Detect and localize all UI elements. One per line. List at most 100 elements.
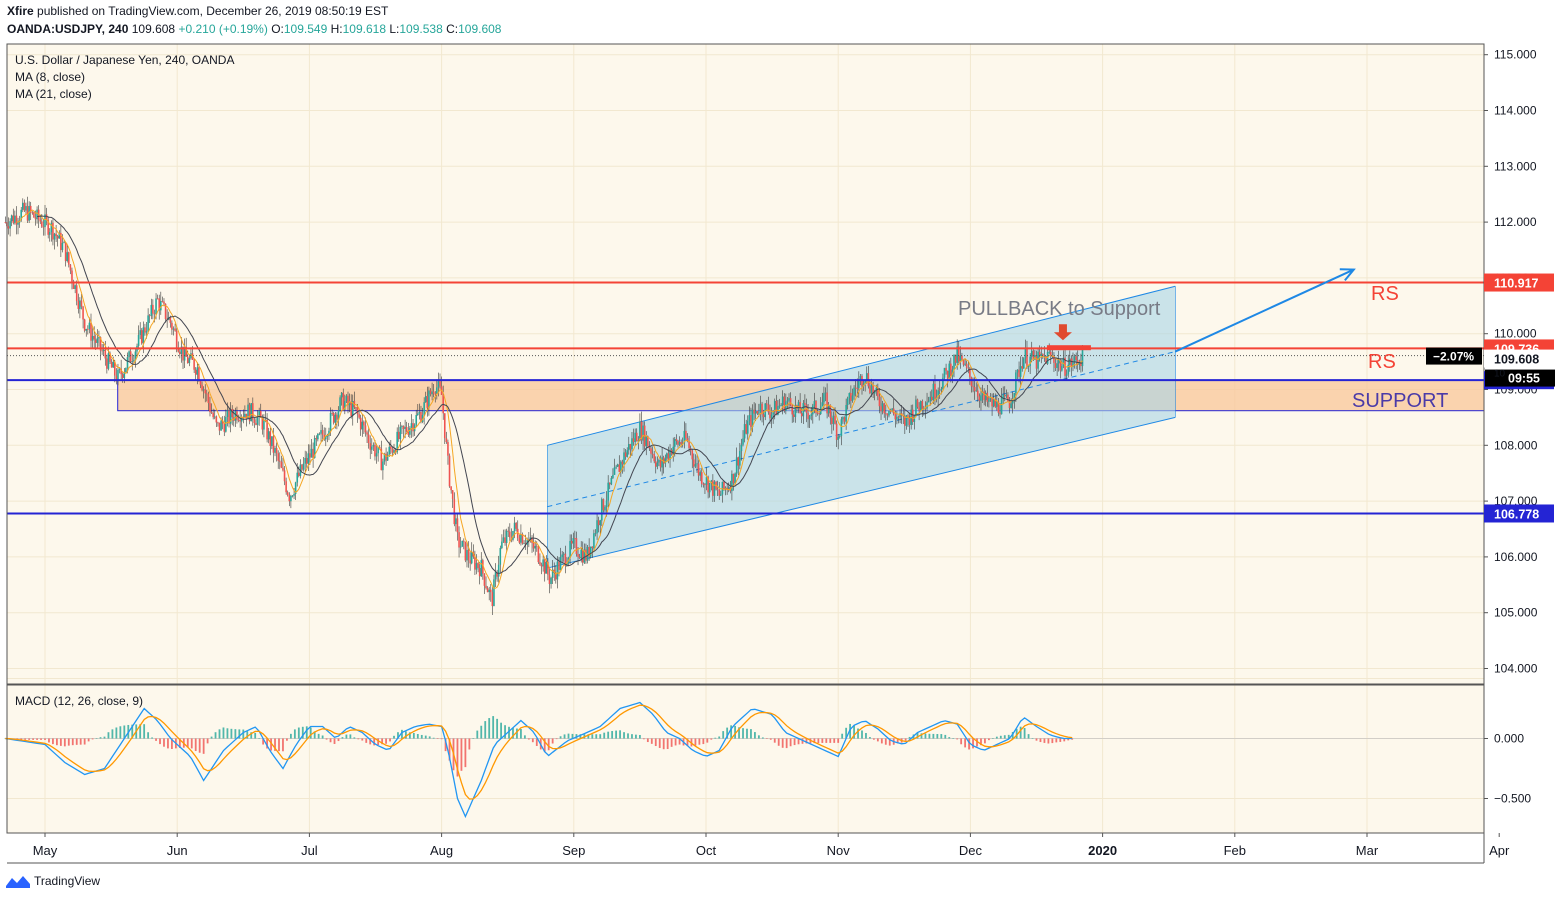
macd-histogram-bar — [714, 737, 717, 739]
macd-histogram-bar — [742, 728, 744, 739]
candle-body — [169, 317, 172, 323]
candle-body — [840, 419, 843, 437]
candle-body — [74, 285, 76, 290]
candle-body — [634, 432, 636, 443]
candle-body — [1037, 351, 1039, 369]
candle-body — [464, 541, 467, 561]
candle-body — [75, 285, 78, 302]
candle-body — [48, 232, 51, 235]
macd-histogram-bar — [270, 738, 272, 751]
macd-histogram-bar — [654, 738, 657, 747]
candle-body — [624, 452, 627, 457]
candle-body — [370, 446, 373, 450]
candle-body — [685, 430, 687, 439]
candle-body — [662, 457, 665, 464]
candle-body — [1019, 366, 1022, 377]
candle-body — [110, 361, 113, 368]
macd-histogram-bar — [1027, 734, 1030, 739]
candle-body — [390, 446, 392, 449]
price-tick-label: 110.000 — [1494, 327, 1537, 341]
macd-histogram-bar — [246, 731, 249, 739]
candle-body — [507, 530, 510, 532]
macd-histogram-bar — [861, 730, 863, 739]
macd-histogram-bar — [952, 738, 955, 739]
candle-body — [144, 327, 146, 333]
candle-body — [142, 327, 145, 344]
macd-histogram-bar — [551, 738, 554, 744]
candle-body — [466, 549, 468, 561]
candle-body — [9, 221, 11, 229]
candle-body — [810, 414, 813, 416]
channel-upper-line[interactable] — [547, 285, 1176, 446]
candle-body — [431, 391, 433, 395]
macd-indicator — [4, 701, 1484, 819]
candle-body — [212, 412, 214, 418]
macd-histogram-bar — [186, 738, 189, 748]
macd-histogram-bar — [250, 732, 253, 739]
macd-histogram-bar — [301, 726, 304, 739]
candle-body — [90, 322, 92, 341]
macd-histogram-bar — [40, 738, 42, 740]
candle-body — [386, 454, 389, 461]
macd-histogram-bar — [869, 737, 871, 739]
candle-body — [821, 402, 824, 407]
candle-body — [869, 386, 871, 394]
candle-body — [155, 298, 157, 315]
macd-histogram-bar — [476, 730, 479, 739]
candle-body — [326, 435, 329, 437]
candle-body — [694, 464, 697, 467]
macd-histogram-bar — [218, 729, 221, 739]
candle-body — [1030, 350, 1033, 357]
candle-body — [94, 339, 97, 343]
candle-body — [79, 300, 81, 309]
candle-body — [467, 549, 470, 561]
macd-histogram-bar — [456, 738, 459, 777]
chart-canvas[interactable]: PULLBACK to Support RS RS SUPPORT 104.000 10… — [0, 0, 1560, 870]
price-channel[interactable] — [547, 285, 1176, 569]
candle-body — [424, 396, 427, 403]
candle-body — [69, 264, 72, 271]
candle-body — [250, 403, 253, 422]
candle-body — [63, 242, 65, 244]
symbol-title: OANDA:USDJPY, 240 — [7, 22, 129, 36]
macd-histogram-bar — [448, 738, 451, 761]
candle-body — [826, 392, 828, 414]
macd-histogram-bar — [432, 737, 435, 739]
macd-histogram-bar — [781, 738, 784, 748]
macd-histogram-bar — [472, 738, 475, 739]
macd-histogram-bar — [75, 738, 78, 745]
candle-body — [324, 435, 327, 440]
candle-body — [140, 330, 143, 344]
candle-body — [494, 572, 497, 580]
candle-body — [304, 457, 306, 464]
candle-body — [1032, 350, 1035, 360]
candle-body — [604, 507, 606, 511]
macd-histogram-bar — [702, 738, 705, 745]
candle-body — [764, 403, 767, 418]
macd-histogram-bar — [28, 738, 31, 740]
candle-body — [388, 446, 391, 455]
horizontal-levels[interactable] — [7, 281, 1484, 515]
candle-body — [948, 363, 951, 379]
macd-histogram-bar — [531, 738, 534, 743]
macd-histogram-bar — [940, 734, 943, 739]
candle-body — [1075, 356, 1077, 360]
candle-body — [851, 395, 854, 401]
level-badge-106.778: 106.778 — [1494, 507, 1539, 521]
candle-body — [134, 351, 137, 361]
candle-body — [220, 420, 222, 431]
candle-body — [781, 396, 784, 406]
candle-body — [575, 538, 578, 555]
footer-brand[interactable]: TradingView — [6, 874, 100, 888]
macd-histogram-bar — [948, 737, 951, 739]
macd-histogram-bar — [777, 738, 780, 746]
candle-body — [80, 300, 83, 307]
macd-histogram-bar — [258, 738, 261, 739]
channel-lower-line[interactable] — [547, 416, 1176, 569]
candle-body — [897, 416, 900, 418]
macd-histogram-bar — [730, 725, 733, 739]
candle-body — [420, 411, 422, 422]
macd-histogram-bar — [329, 738, 332, 743]
candle-body — [824, 392, 827, 394]
candle-body — [67, 252, 70, 265]
